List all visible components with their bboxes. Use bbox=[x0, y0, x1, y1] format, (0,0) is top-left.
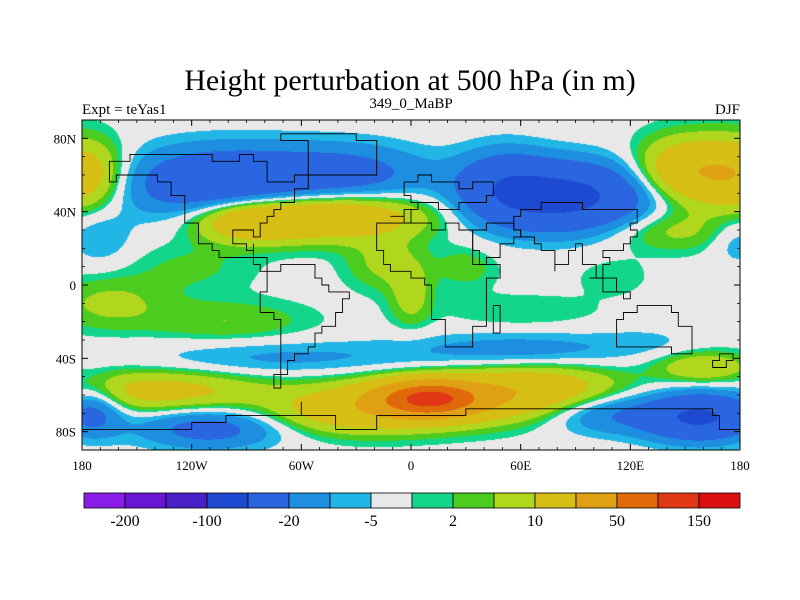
x-tick-label: 120E bbox=[617, 458, 645, 473]
colorbar-swatch-4 bbox=[247, 492, 290, 509]
y-tick-label: 0 bbox=[70, 278, 77, 293]
y-tick-label: 40N bbox=[54, 205, 77, 220]
map-axes: 180 120W 60W 0 60E 120E 180 80N 40N 0 40S 80S bbox=[54, 120, 750, 473]
x-tick-label: 0 bbox=[408, 458, 415, 473]
coastline-5 bbox=[589, 277, 631, 300]
experiment-label: Expt = teYas1 bbox=[82, 102, 166, 118]
colorbar-swatch-14 bbox=[657, 492, 700, 509]
colorbar-label-5: 10 bbox=[527, 513, 543, 530]
x-tick-label: 180 bbox=[730, 458, 750, 473]
y-tick-label: 40S bbox=[56, 351, 76, 366]
coastline-10 bbox=[280, 133, 378, 176]
colorbar-swatch-6 bbox=[329, 492, 372, 509]
colorbar-swatch-7 bbox=[370, 492, 413, 509]
season-label: DJF bbox=[715, 102, 740, 118]
colorbar-swatch-15 bbox=[698, 492, 741, 509]
coastline-9 bbox=[108, 153, 309, 272]
colorbar-swatch-13 bbox=[616, 492, 659, 509]
colorbar-label-7: 150 bbox=[687, 513, 711, 530]
filled-contour-field bbox=[82, 120, 740, 450]
coastline-11 bbox=[82, 401, 740, 430]
chart-title: Height perturbation at 500 hPa (in m) bbox=[184, 64, 636, 97]
colorbar-swatch-2 bbox=[165, 492, 208, 509]
y-tick-label: 80S bbox=[56, 425, 76, 440]
coastline-8 bbox=[259, 263, 350, 389]
coastline-1 bbox=[376, 222, 501, 348]
colorbar-label-2: -20 bbox=[278, 513, 299, 530]
coastline-4 bbox=[513, 202, 638, 279]
colorbar: -200 -100 -20 -5 2 10 50 150 bbox=[83, 492, 741, 530]
colorbar-label-4: 2 bbox=[449, 513, 457, 530]
colorbar-swatch-9 bbox=[452, 492, 495, 509]
coastline-7 bbox=[712, 353, 734, 368]
coastline-6 bbox=[616, 305, 693, 355]
colorbar-swatch-3 bbox=[206, 492, 249, 509]
colorbar-swatch-10 bbox=[493, 492, 536, 509]
map-plot-area: 180 120W 60W 0 60E 120E 180 80N 40N 0 40S 80S bbox=[54, 119, 750, 473]
colorbar-swatch-8 bbox=[411, 492, 454, 509]
colorbar-label-0: -200 bbox=[110, 513, 139, 530]
colorbar-swatch-12 bbox=[575, 492, 618, 509]
coastline-3 bbox=[472, 222, 522, 265]
colorbar-swatch-1 bbox=[124, 492, 167, 509]
colorbar-label-1: -100 bbox=[192, 513, 221, 530]
colorbar-label-3: -5 bbox=[364, 513, 377, 530]
colorbar-swatch-5 bbox=[288, 492, 331, 509]
coastline-layer bbox=[82, 133, 740, 430]
x-tick-label: 60E bbox=[510, 458, 531, 473]
colorbar-swatch-11 bbox=[534, 492, 577, 509]
y-tick-label: 80N bbox=[54, 131, 77, 146]
colorbar-swatch-0 bbox=[83, 492, 126, 509]
colorbar-label-6: 50 bbox=[609, 513, 625, 530]
x-tick-label: 180 bbox=[72, 458, 92, 473]
x-tick-label: 60W bbox=[289, 458, 315, 473]
x-tick-label: 120W bbox=[176, 458, 209, 473]
coastline-2 bbox=[492, 305, 501, 334]
period-label: 349_0_MaBP bbox=[369, 96, 452, 112]
